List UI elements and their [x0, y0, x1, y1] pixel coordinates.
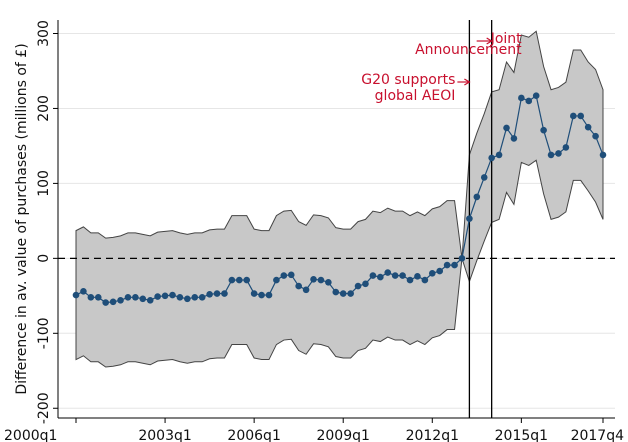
data-point	[102, 299, 109, 306]
data-point	[273, 276, 280, 284]
data-point	[466, 215, 473, 222]
data-point	[310, 276, 317, 283]
annotation: Joint	[490, 31, 522, 47]
data-point	[599, 151, 607, 159]
confidence-band	[75, 30, 604, 368]
data-point	[332, 288, 340, 296]
data-point	[540, 126, 547, 134]
data-point	[94, 294, 102, 301]
data-point	[384, 269, 392, 276]
data-point	[302, 286, 310, 294]
data-point	[562, 144, 570, 151]
data-point	[584, 123, 592, 131]
annotation-arrowhead	[464, 78, 471, 86]
data-point	[243, 276, 251, 284]
data-point	[325, 279, 332, 286]
data-point	[139, 295, 147, 303]
data-point	[184, 295, 191, 303]
y-tick-label: 0	[36, 254, 52, 263]
x-tick-label: 2015q1	[495, 428, 548, 442]
data-point	[480, 174, 488, 181]
y-tick-label: -200	[36, 392, 52, 424]
y-axis-label: Difference in av. value of purchases (mi…	[14, 43, 30, 394]
data-point	[555, 150, 562, 157]
data-point	[235, 276, 243, 284]
data-point	[198, 294, 206, 301]
x-tick-label: 2006q1	[227, 428, 280, 442]
data-point	[87, 294, 95, 301]
data-point	[280, 272, 288, 279]
data-point	[458, 255, 466, 262]
data-point	[124, 294, 132, 301]
data-point	[161, 292, 169, 300]
data-point	[206, 291, 213, 298]
data-point	[406, 276, 414, 284]
data-point	[347, 290, 354, 297]
annotation: global AEOI	[375, 88, 456, 104]
data-point	[503, 124, 510, 132]
data-point	[570, 112, 577, 120]
data-point	[213, 290, 221, 297]
y-tick-label: 200	[36, 95, 52, 122]
data-point	[117, 297, 124, 304]
data-point	[265, 291, 273, 299]
data-point	[221, 290, 228, 297]
x-tick-label: 2009q1	[316, 428, 369, 442]
data-point	[354, 282, 362, 290]
data-point	[377, 273, 384, 281]
data-point	[250, 290, 258, 297]
y-tick-label: -100	[36, 317, 52, 349]
data-point	[391, 272, 399, 279]
data-point	[132, 294, 139, 301]
data-point	[399, 272, 406, 279]
data-point	[443, 261, 451, 269]
data-point	[146, 297, 154, 304]
data-point	[72, 291, 80, 299]
data-point	[80, 288, 87, 295]
data-point	[191, 294, 199, 301]
data-point	[488, 154, 495, 162]
data-point	[414, 273, 421, 280]
data-point	[339, 290, 347, 297]
data-point	[169, 291, 176, 299]
annotation-arrowhead	[486, 37, 493, 45]
data-point	[176, 294, 184, 301]
data-point	[451, 261, 458, 269]
annotation: G20 supports	[361, 72, 455, 88]
x-tick-label: 2012q1	[406, 428, 459, 442]
data-point	[577, 112, 585, 120]
data-point	[510, 135, 518, 142]
data-point	[525, 97, 533, 105]
x-tick-label: 2003q1	[138, 428, 191, 442]
data-point	[287, 271, 295, 279]
data-point	[258, 291, 265, 299]
data-point	[369, 272, 377, 279]
y-tick-label: 300	[36, 20, 52, 47]
data-point	[532, 92, 540, 100]
data-point	[317, 276, 325, 284]
x-tick-label: 2017q4	[571, 428, 625, 442]
data-point	[109, 298, 117, 306]
data-point	[362, 280, 369, 288]
data-point	[428, 270, 436, 277]
data-point	[473, 193, 481, 201]
x-tick-label: 2000q1	[4, 428, 57, 442]
data-point	[592, 132, 599, 140]
data-point	[154, 293, 161, 300]
data-point	[228, 276, 236, 284]
data-point	[518, 94, 525, 102]
data-point	[436, 267, 444, 275]
data-point	[495, 151, 503, 159]
data-point	[547, 151, 555, 159]
y-tick-label: 100	[36, 170, 52, 197]
data-point	[421, 276, 429, 284]
annotation: Announcement	[415, 42, 522, 58]
data-point	[295, 282, 302, 290]
